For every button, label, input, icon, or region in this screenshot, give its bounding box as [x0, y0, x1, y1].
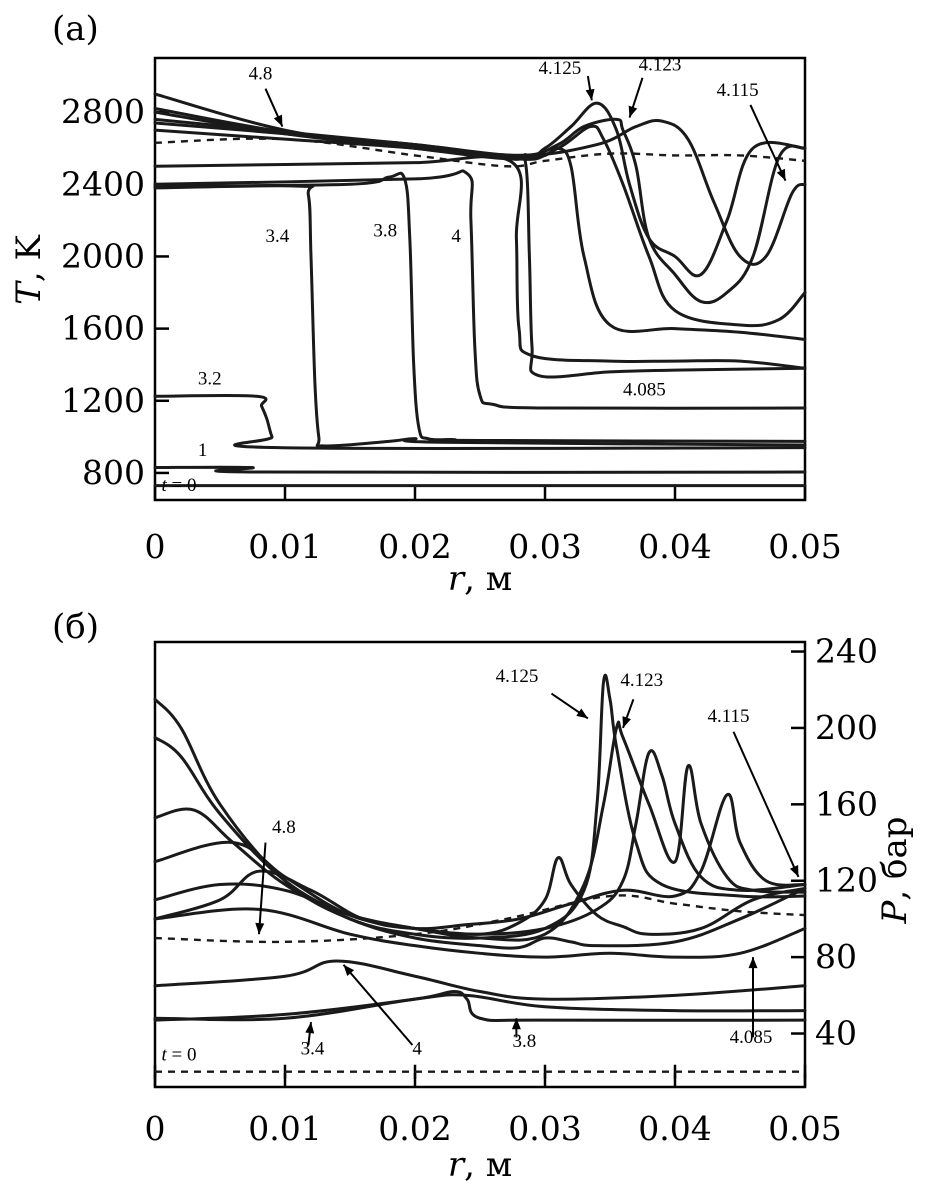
series-line-4-125 — [153, 793, 807, 931]
curve-label-2: 3.2 — [198, 369, 222, 390]
curve-label-8: 4.115 — [708, 706, 750, 727]
y-tick-label-2: 1600 — [61, 309, 145, 348]
series-line-4-085 — [153, 155, 807, 370]
series-line-4-09 — [153, 807, 807, 950]
curve-label-6: 4.125 — [496, 666, 539, 687]
label-arrowhead-4 — [305, 1022, 315, 1034]
label-arrow-0 — [258, 842, 267, 935]
series-line-4-09 — [153, 128, 807, 379]
curve-label-5: 4 — [451, 226, 461, 247]
label-arrowhead-2 — [622, 716, 631, 728]
y-tick-label-0: 40 — [815, 1014, 857, 1053]
curve-label-10: 4.115 — [717, 80, 759, 101]
label-arrow-3 — [732, 731, 800, 878]
label-arrowhead-7 — [748, 957, 758, 969]
curve-label-5: 4.8 — [272, 817, 296, 838]
label-arrowhead-1 — [585, 88, 595, 101]
curve-label-3: 3.4 — [266, 226, 290, 247]
curve-label-1: 1 — [198, 440, 208, 461]
series-line-4 — [153, 959, 807, 1001]
panel-label-b: (б) — [52, 607, 99, 647]
curve-label-4: 3.8 — [373, 221, 397, 242]
series-line-4-123 — [153, 720, 807, 942]
curve-label-0: t = 0 — [162, 1044, 197, 1065]
series-line-4-085 — [153, 907, 807, 959]
temperature-x-axis-title: r, м — [448, 559, 512, 599]
curve-label-9: 4.123 — [639, 55, 682, 76]
series-line-4-105 — [153, 673, 807, 940]
series-line-4-125 — [153, 101, 807, 278]
x-tick-label-5: 0.05 — [768, 527, 841, 566]
curve-label-1: 3.4 — [301, 1039, 325, 1060]
temperature-plot-frame — [153, 56, 807, 502]
temperature-panel: (a) 0 0.01 0.02 0.03 0.04 0.05 800 1200 1600 2000… — [9, 9, 842, 599]
pressure-panel: (б) 0 0.01 0.02 0.03 0.04 0.05 40 80 120 160 200 24… — [52, 607, 915, 1185]
curve-label-3: 3.8 — [513, 1031, 537, 1052]
label-arrowhead-0 — [255, 922, 265, 935]
series-line-4-123 — [153, 117, 807, 305]
series-line-3-4 — [153, 993, 807, 1022]
y-tick-label-3: 2000 — [61, 236, 145, 275]
y-tick-label-5: 2800 — [61, 92, 145, 131]
label-arrow-5 — [342, 964, 414, 1046]
y-tick-label-1: 1200 — [61, 381, 145, 420]
series-line-1 — [153, 465, 807, 474]
curve-label-0: t = 0 — [162, 475, 197, 496]
x-tick-label-1: 0.01 — [248, 527, 321, 566]
x-tick-label-2: 0.02 — [378, 527, 451, 566]
curve-label-7: 4.123 — [620, 670, 663, 691]
label-arrowhead-6 — [511, 1018, 521, 1030]
y-tick-label-2: 120 — [815, 861, 878, 900]
x-tick-label-0: 0 — [145, 1109, 166, 1148]
label-arrowhead-0 — [273, 114, 283, 127]
x-tick-label-2: 0.02 — [378, 1109, 451, 1148]
series-line-3-2 — [153, 393, 807, 451]
pressure-y-axis-title: P, бар — [875, 816, 915, 924]
x-tick-label-4: 0.04 — [638, 1109, 711, 1148]
series-line-4 — [153, 169, 807, 410]
label-arrowhead-2 — [628, 105, 638, 118]
temperature-y-axis-title: T, K — [9, 235, 49, 305]
series-line-4-115 — [153, 735, 807, 936]
series-line-3-4 — [153, 184, 807, 448]
curve-label-4: 4.085 — [730, 1027, 773, 1048]
label-arrowhead-1 — [576, 708, 588, 719]
x-tick-label-3: 0.03 — [508, 1109, 581, 1148]
y-tick-label-4: 200 — [815, 708, 878, 747]
x-tick-label-3: 0.03 — [508, 527, 581, 566]
series-line-3-8 — [153, 990, 807, 1022]
x-tick-label-5: 0.05 — [768, 1109, 841, 1148]
curve-label-2: 4 — [412, 1039, 422, 1060]
y-tick-label-4: 2400 — [61, 164, 145, 203]
label-arrowhead-5 — [343, 964, 355, 977]
series-line-4-1 — [153, 110, 807, 341]
series-line-3-8 — [153, 171, 807, 443]
y-tick-label-5: 240 — [815, 632, 878, 671]
x-tick-label-4: 0.04 — [638, 527, 711, 566]
y-tick-label-1: 80 — [815, 937, 857, 976]
series-line-4-8 — [154, 894, 806, 944]
label-arrow-3 — [749, 104, 787, 182]
curve-label-7: 4.8 — [249, 64, 273, 85]
x-tick-label-0: 0 — [145, 527, 166, 566]
label-arrowhead-3 — [789, 865, 799, 877]
curve-label-8: 4.125 — [539, 58, 582, 79]
series-line-4-8 — [154, 137, 806, 168]
pressure-x-axis-title: r, м — [448, 1145, 512, 1185]
pressure-plot-frame — [153, 640, 807, 1089]
y-tick-label-3: 160 — [815, 784, 878, 823]
panel-label-a: (a) — [52, 9, 99, 49]
x-tick-label-1: 0.01 — [248, 1109, 321, 1148]
curve-label-6: 4.085 — [623, 379, 666, 400]
label-arrowhead-3 — [776, 168, 786, 181]
y-tick-label-0: 800 — [82, 453, 145, 492]
